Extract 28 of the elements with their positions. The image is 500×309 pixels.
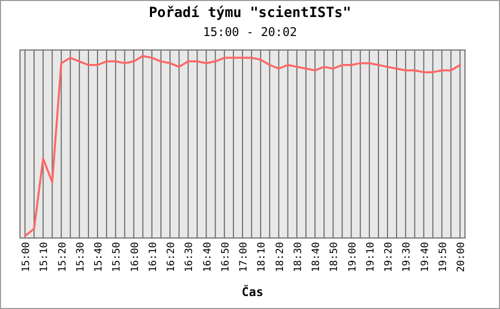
x-tick-label: 17:00 [238,242,250,272]
x-tick-label: 19:00 [347,242,358,272]
x-tick-label: 19:20 [384,242,394,272]
x-tick-label: 19:50 [438,242,449,272]
x-tick-label: 15:00 [21,242,32,272]
x-tick-label: 19:10 [365,242,376,272]
x-tick-label: 16:50 [220,242,232,272]
x-tick-label: 20:00 [456,242,467,272]
chart-subtitle: 15:00 - 20:02 [203,25,297,39]
x-tick-label: 16:40 [202,242,214,272]
chart-title: Pořadí týmu "scientISTs" [148,5,352,21]
x-tick-label: 19:30 [402,242,413,272]
x-axis-title: Čas [242,284,264,299]
x-tick-label: 16:20 [166,242,177,272]
x-tick-label: 18:20 [274,242,286,272]
x-tick-label: 16:30 [184,242,196,272]
x-tick-label: 18:10 [256,242,268,272]
x-tick-label: 15:50 [112,242,123,272]
x-tick-label: 15:20 [57,242,68,272]
x-tick-label: 19:40 [420,242,431,272]
x-tick-label: 18:50 [329,242,340,272]
x-tick-label: 18:40 [311,242,322,272]
x-tick-label: 16:10 [148,242,159,272]
x-tick-label: 16:00 [130,242,141,272]
x-tick-label: 15:10 [39,242,50,272]
x-tick-label: 15:40 [94,242,104,272]
x-tick-label: 15:30 [75,242,86,272]
x-tick-label: 18:30 [292,242,304,272]
